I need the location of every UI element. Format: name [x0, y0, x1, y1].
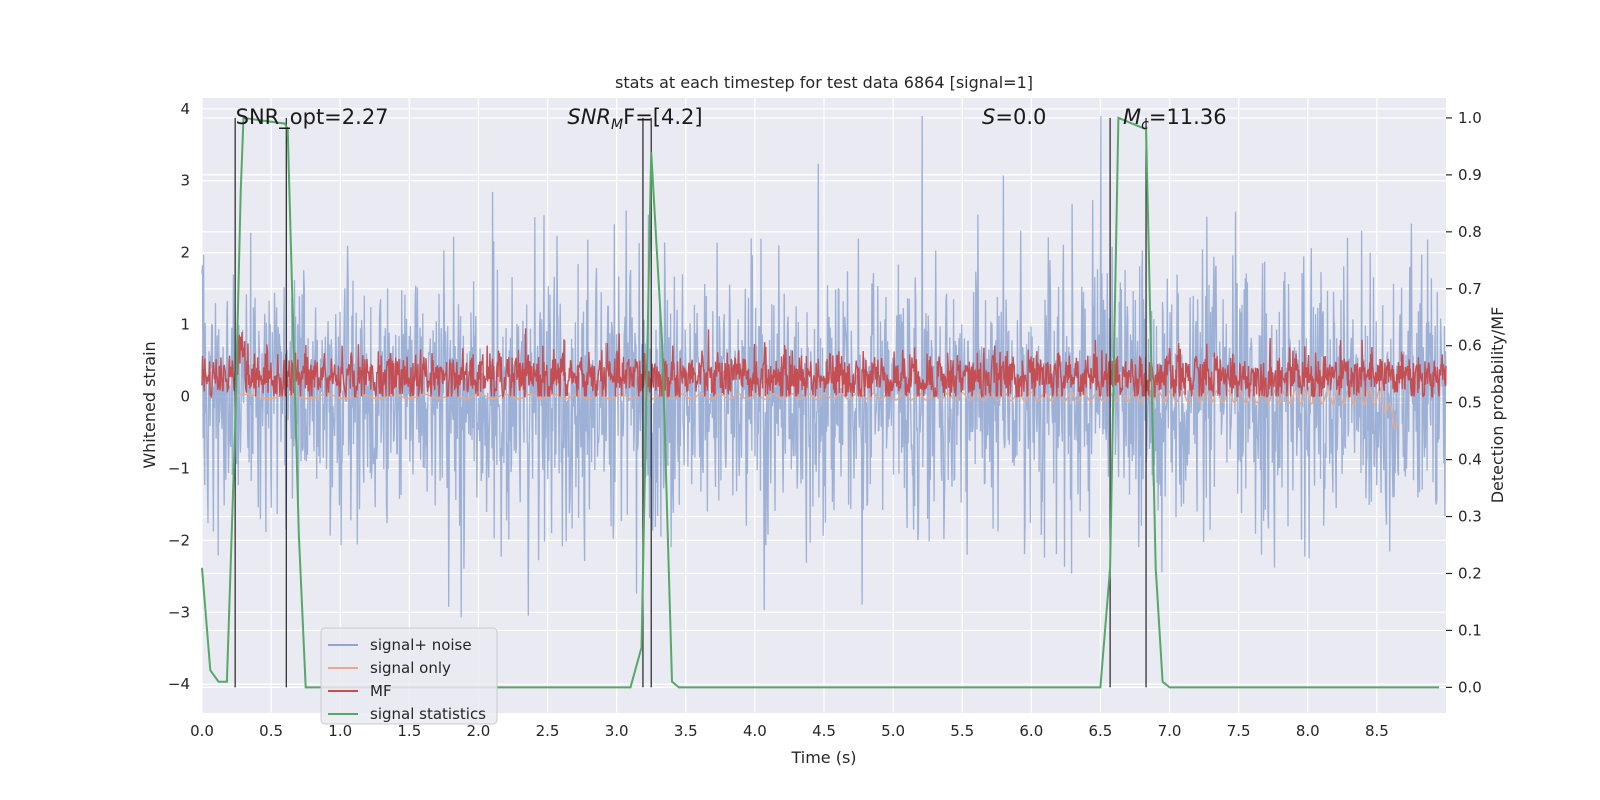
x-tick-label-7: 3.5 — [674, 722, 698, 740]
y-tick-label-8: 4 — [180, 100, 190, 118]
y-tick-label-right-3: 0.3 — [1458, 508, 1482, 526]
annotation-1: SNRMF=[4.2] — [567, 105, 702, 133]
y-tick-label-5: 1 — [180, 316, 190, 334]
x-tick-label-11: 5.5 — [950, 722, 974, 740]
x-tick-label-17: 8.5 — [1365, 722, 1389, 740]
x-tick-label-15: 7.5 — [1227, 722, 1251, 740]
series-signal-plus-noise — [201, 115, 1447, 618]
legend-label-1: signal only — [370, 659, 451, 677]
legend: signal+ noise signal only MF signal statist… — [320, 627, 498, 725]
y-tick-label-right-7: 0.7 — [1458, 280, 1482, 298]
annotations: SNR_opt=2.27 SNRMF=[4.2] S=0.0 Mc=11.36 — [236, 105, 1227, 133]
x-tick-label-13: 6.5 — [1089, 722, 1113, 740]
line-signal-plus-noise — [201, 115, 1447, 618]
legend-label-2: MF — [370, 682, 392, 700]
x-tick-label-4: 2.0 — [467, 722, 491, 740]
y-tick-label-2: −2 — [168, 531, 190, 549]
x-tick-label-8: 4.0 — [743, 722, 767, 740]
series-signal-statistics — [201, 116, 1440, 689]
legend-label-3: signal statistics — [370, 705, 486, 723]
x-axis-label: Time (s) — [790, 748, 856, 767]
y-tick-label-1: −3 — [168, 603, 190, 621]
legend-label-0: signal+ noise — [370, 636, 472, 654]
x-ticks: 0.0 0.5 1.0 1.5 2.0 2.5 3.0 3.5 4.0 4.5 5.0 5.5 6.0 6… — [190, 722, 1389, 740]
y-tick-label-3: −1 — [168, 459, 190, 477]
x-tick-label-3: 1.5 — [397, 722, 421, 740]
y-tick-label-7: 3 — [180, 172, 190, 190]
y-axis-label: Whitened strain — [140, 341, 159, 468]
y-tick-label-right-0: 0.0 — [1458, 678, 1482, 696]
chart-title: stats at each timestep for test data 686… — [615, 73, 1033, 92]
y-tick-label-4: 0 — [180, 388, 190, 406]
series-signal-only — [234, 387, 1399, 430]
x-tick-label-9: 4.5 — [812, 722, 836, 740]
x-tick-label-0: 0.0 — [190, 722, 214, 740]
annotation-3: Mc=11.36 — [1123, 105, 1227, 133]
y-ticks-left: −4 −3 −2 −1 0 1 2 3 4 — [168, 100, 190, 693]
annotation-0: SNR_opt=2.27 — [236, 105, 389, 130]
y-tick-label-6: 2 — [180, 244, 190, 262]
x-tick-label-2: 1.0 — [328, 722, 352, 740]
legend-box — [320, 627, 498, 725]
x-tick-label-12: 6.0 — [1019, 722, 1043, 740]
line-signal-statistics — [201, 116, 1440, 689]
x-tick-label-10: 5.0 — [881, 722, 905, 740]
line-mf — [201, 328, 1447, 399]
x-tick-label-6: 3.0 — [605, 722, 629, 740]
series-mf — [201, 328, 1447, 399]
y-tick-label-right-5: 0.5 — [1458, 394, 1482, 412]
y-tick-label-right-4: 0.4 — [1458, 451, 1482, 469]
y-tick-label-0: −4 — [168, 675, 190, 693]
x-tick-label-5: 2.5 — [536, 722, 560, 740]
annotation-2: S=0.0 — [982, 105, 1046, 129]
x-tick-label-14: 7.0 — [1158, 722, 1182, 740]
x-tick-label-16: 8.0 — [1296, 722, 1320, 740]
y-ticks-right: 0.0 0.1 0.2 0.3 0.4 0.5 0.6 0.7 0.8 0.9 1.0 — [1446, 109, 1482, 696]
y-tick-label-right-10: 1.0 — [1458, 109, 1482, 127]
y-tick-label-right-9: 0.9 — [1458, 166, 1482, 184]
y-axis-label-right: Detection probability/MF — [1488, 307, 1507, 504]
y-tick-label-right-8: 0.8 — [1458, 223, 1482, 241]
line-signal-only — [234, 387, 1399, 430]
y-tick-label-right-6: 0.6 — [1458, 337, 1482, 355]
y-tick-label-right-1: 0.1 — [1458, 621, 1482, 639]
x-tick-label-1: 0.5 — [259, 722, 283, 740]
y-tick-label-right-2: 0.2 — [1458, 564, 1482, 582]
